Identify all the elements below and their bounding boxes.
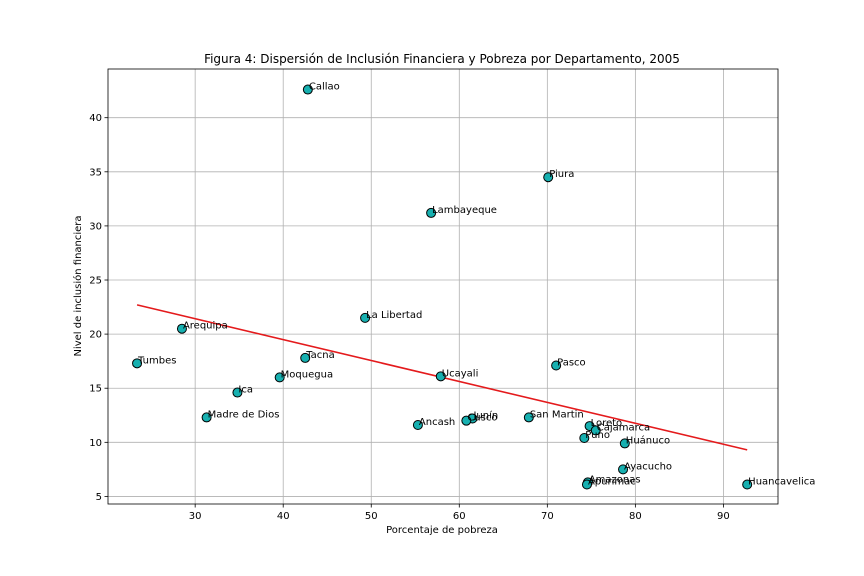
point-label: Lambayeque xyxy=(432,205,497,216)
point-labels: Callao Piura Lambayeque La Libertad Arequipa… xyxy=(137,82,815,488)
x-tick-label: 60 xyxy=(453,511,466,522)
point-label: Cajamarca xyxy=(597,422,650,433)
y-tick-label: 15 xyxy=(89,384,102,395)
point-label: Ica xyxy=(238,385,253,396)
y-tick-label: 20 xyxy=(89,330,102,341)
point-label: Arequipa xyxy=(183,321,228,332)
x-tick-label: 70 xyxy=(541,511,554,522)
point-label: San Martin xyxy=(530,409,584,420)
y-tick-label: 30 xyxy=(89,221,102,232)
y-tick-label: 5 xyxy=(96,492,102,503)
data-points xyxy=(132,84,753,490)
data-point xyxy=(590,425,601,436)
data-point xyxy=(176,323,187,334)
point-label: Amazonas xyxy=(589,474,641,485)
point-label: Moquegua xyxy=(281,369,333,380)
data-point xyxy=(201,412,212,423)
x-tick-label: 90 xyxy=(717,511,730,522)
point-label: Tacna xyxy=(305,350,335,361)
point-label: Puno xyxy=(585,430,610,441)
x-tick-label: 40 xyxy=(277,511,290,522)
data-point xyxy=(302,84,313,95)
point-label: Cusco xyxy=(467,413,497,424)
data-point xyxy=(618,464,629,475)
point-label: Huánuco xyxy=(626,434,670,446)
point-label: Ancash xyxy=(419,417,455,428)
data-point xyxy=(232,387,243,398)
y-tick-label: 25 xyxy=(89,276,102,287)
data-point xyxy=(461,415,472,426)
point-label: Loreto xyxy=(591,418,623,429)
point-label: Tumbes xyxy=(137,355,176,366)
data-point xyxy=(543,172,554,183)
data-point xyxy=(579,432,590,443)
data-point xyxy=(435,371,446,382)
plot-area-frame xyxy=(107,68,779,505)
data-point xyxy=(300,352,311,363)
data-point xyxy=(132,358,143,369)
point-label: Pasco xyxy=(557,357,586,368)
data-point xyxy=(426,207,437,218)
point-label: Ucayali xyxy=(442,368,479,379)
data-point xyxy=(274,372,285,383)
point-label: Apurimac xyxy=(588,477,636,488)
data-point xyxy=(551,360,562,371)
point-label: Huancavelica xyxy=(748,477,815,488)
data-point xyxy=(619,438,630,449)
data-point xyxy=(742,479,753,490)
point-label: Piura xyxy=(549,169,574,180)
axis-ticks: 30 40 50 60 70 80 90 5 10 15 20 25 30 35 40 xyxy=(89,113,730,522)
x-tick-label: 50 xyxy=(365,511,378,522)
y-tick-label: 40 xyxy=(89,113,102,124)
grid xyxy=(108,69,778,504)
point-label: Ayacucho xyxy=(624,461,672,472)
data-point xyxy=(412,420,423,431)
point-label: Junín xyxy=(472,410,498,422)
data-point xyxy=(581,479,592,490)
y-tick-label: 35 xyxy=(89,167,102,178)
x-tick-label: 30 xyxy=(189,511,202,522)
point-label: La Libertad xyxy=(366,310,422,321)
data-point xyxy=(360,312,371,323)
data-point xyxy=(523,412,534,423)
y-axis-title: Nivel de inclusión financiera xyxy=(72,215,84,356)
point-label: Madre de Dios xyxy=(208,409,280,420)
x-tick-label: 80 xyxy=(629,511,642,522)
chart-title: Figura 4: Dispersión de Inclusión Financ… xyxy=(204,52,680,66)
point-label: Callao xyxy=(309,82,340,93)
y-tick-label: 10 xyxy=(89,438,102,449)
x-axis-title: Porcentaje de pobreza xyxy=(386,525,498,536)
